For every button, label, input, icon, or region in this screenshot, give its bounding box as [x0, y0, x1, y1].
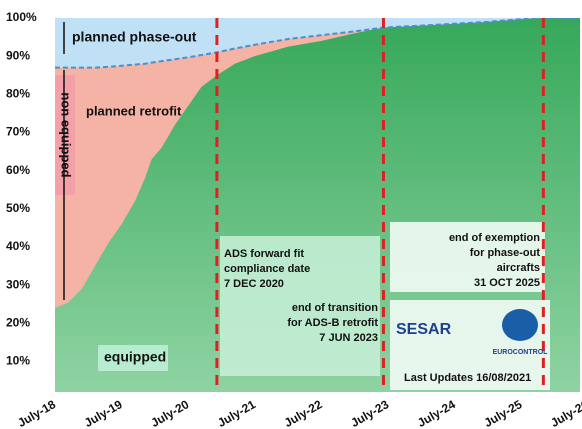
retrofit-label: planned retrofit [86, 103, 182, 118]
y-tick-label: 10% [6, 354, 30, 368]
x-tick-label: July-19 [82, 397, 125, 429]
event-note: compliance date [224, 263, 310, 275]
event-note: 31 OCT 2025 [474, 277, 540, 289]
x-tick-label: July-22 [282, 397, 325, 429]
y-tick-label: 30% [6, 277, 30, 291]
retrofit-line [55, 18, 580, 69]
logo: SESAR [396, 321, 452, 338]
note-box [220, 236, 380, 376]
x-tick-label: July-23 [348, 397, 391, 429]
phase-out-label: planned phase-out [72, 29, 197, 45]
y-tick-label: 50% [6, 201, 30, 215]
event-note: ADS forward fit [224, 248, 304, 260]
event-note: for phase-out [470, 247, 541, 259]
x-tick-label: July-25 [482, 397, 525, 429]
equipped-label: equipped [104, 349, 166, 365]
y-tick-label: 40% [6, 239, 30, 253]
x-tick-label: July-26 [548, 397, 582, 429]
logo-icon [502, 309, 538, 341]
equipped-bg [98, 345, 168, 371]
y-tick-label: 20% [6, 315, 30, 329]
x-tick-label: July-20 [149, 397, 192, 429]
x-tick-label: July-21 [215, 397, 258, 429]
event-note: aircrafts [497, 262, 540, 274]
non-equipped-bg [55, 75, 75, 195]
non-equipped-label: non equipped [59, 92, 74, 177]
event-note: 7 JUN 2023 [319, 332, 378, 344]
footnote: Last Updates 16/08/2021 [404, 372, 531, 384]
event-note: 7 DEC 2020 [224, 278, 284, 290]
event-note: for ADS-B retrofit [287, 317, 378, 329]
y-tick-label: 100% [6, 10, 37, 24]
y-tick-label: 60% [6, 163, 30, 177]
event-note: end of transition [292, 302, 378, 314]
y-tick-label: 70% [6, 125, 30, 139]
overlay: 10% 20% 30% 40% 50% 60% 70% 80% 90% 100% July-18 Ju… [6, 10, 582, 429]
x-tick-label: July-18 [15, 397, 58, 429]
event-note: end of exemption [449, 232, 540, 244]
y-tick-label: 90% [6, 48, 30, 62]
area-0 [55, 18, 580, 392]
plot-area [55, 18, 580, 392]
note-box [390, 222, 545, 292]
y-tick-label: 80% [6, 86, 30, 100]
x-tick-label: July-24 [415, 397, 458, 429]
logo: EUROCONTROL [493, 349, 549, 356]
